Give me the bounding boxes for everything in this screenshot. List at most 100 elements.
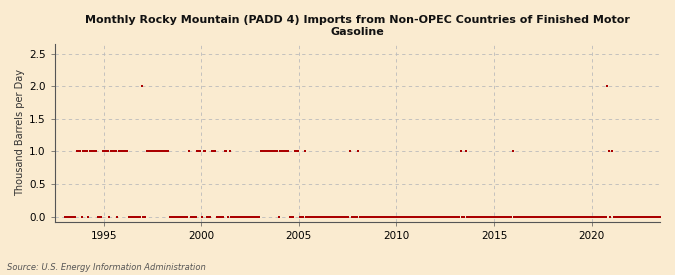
Point — [86, 149, 97, 153]
Point — [351, 214, 362, 219]
Point — [410, 214, 421, 219]
Point — [514, 214, 524, 219]
Point — [508, 149, 518, 153]
Point — [397, 214, 408, 219]
Point — [198, 149, 209, 153]
Point — [211, 214, 222, 219]
Point — [268, 149, 279, 153]
Point — [387, 214, 398, 219]
Point — [109, 149, 119, 153]
Point — [257, 149, 268, 153]
Point — [600, 214, 611, 219]
Point — [304, 214, 315, 219]
Point — [227, 214, 238, 219]
Point — [317, 214, 328, 219]
Point — [117, 149, 128, 153]
Point — [185, 214, 196, 219]
Point — [549, 214, 560, 219]
Point — [239, 214, 250, 219]
Point — [119, 149, 130, 153]
Point — [587, 214, 598, 219]
Point — [276, 149, 287, 153]
Point — [657, 214, 668, 219]
Point — [348, 214, 358, 219]
Point — [70, 214, 80, 219]
Point — [202, 214, 213, 219]
Point — [337, 214, 348, 219]
Point — [595, 214, 606, 219]
Point — [167, 214, 178, 219]
Point — [327, 214, 338, 219]
Point — [509, 214, 520, 219]
Point — [263, 149, 274, 153]
Point — [613, 214, 624, 219]
Point — [583, 214, 593, 219]
Point — [525, 214, 536, 219]
Point — [631, 214, 642, 219]
Point — [639, 214, 650, 219]
Point — [195, 149, 206, 153]
Point — [538, 214, 549, 219]
Point — [216, 214, 227, 219]
Point — [281, 149, 292, 153]
Point — [76, 214, 87, 219]
Point — [67, 214, 78, 219]
Point — [120, 149, 131, 153]
Point — [286, 214, 297, 219]
Point — [529, 214, 539, 219]
Point — [135, 214, 146, 219]
Point — [190, 214, 201, 219]
Point — [452, 214, 463, 219]
Point — [569, 214, 580, 219]
Point — [314, 214, 325, 219]
Point — [468, 214, 479, 219]
Point — [278, 149, 289, 153]
Point — [171, 214, 182, 219]
Point — [651, 214, 661, 219]
Point — [512, 214, 523, 219]
Point — [493, 214, 504, 219]
Point — [375, 214, 386, 219]
Point — [597, 214, 608, 219]
Point — [364, 214, 375, 219]
Point — [124, 214, 134, 219]
Point — [92, 214, 103, 219]
Point — [610, 214, 620, 219]
Point — [551, 214, 562, 219]
Point — [620, 214, 630, 219]
Point — [325, 214, 336, 219]
Point — [607, 149, 618, 153]
Point — [371, 214, 381, 219]
Point — [547, 214, 558, 219]
Point — [254, 214, 265, 219]
Point — [385, 214, 396, 219]
Point — [366, 214, 377, 219]
Point — [283, 149, 294, 153]
Point — [408, 214, 419, 219]
Point — [221, 149, 232, 153]
Point — [73, 149, 84, 153]
Point — [144, 149, 155, 153]
Point — [323, 214, 334, 219]
Point — [585, 214, 596, 219]
Point — [246, 214, 256, 219]
Point — [541, 214, 552, 219]
Point — [307, 214, 318, 219]
Point — [421, 214, 432, 219]
Point — [236, 214, 246, 219]
Point — [143, 149, 154, 153]
Point — [553, 214, 564, 219]
Point — [94, 214, 105, 219]
Point — [72, 149, 82, 153]
Point — [506, 214, 516, 219]
Point — [416, 214, 427, 219]
Point — [636, 214, 647, 219]
Point — [291, 149, 302, 153]
Point — [105, 149, 116, 153]
Point — [612, 214, 622, 219]
Point — [353, 149, 364, 153]
Point — [437, 214, 448, 219]
Point — [81, 149, 92, 153]
Point — [333, 214, 344, 219]
Point — [250, 214, 261, 219]
